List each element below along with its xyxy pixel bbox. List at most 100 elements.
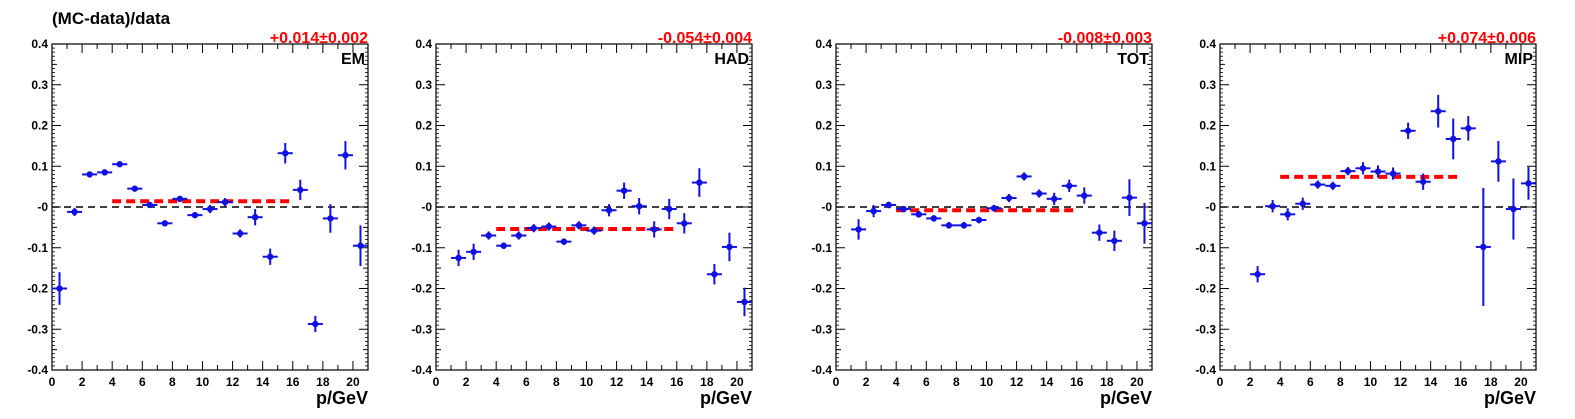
x-tick-label: 20 <box>1130 375 1144 389</box>
data-point <box>1020 173 1028 180</box>
panel-label: HAD <box>714 51 749 68</box>
data-point <box>741 298 748 306</box>
data-point <box>176 195 184 203</box>
x-tick-label: 0 <box>433 375 440 389</box>
y-tick-label: -0.4 <box>411 363 432 377</box>
y-tick-label: -0.3 <box>27 322 48 336</box>
x-tick-label: 0 <box>1217 375 1224 389</box>
x-tick-label: 8 <box>553 375 560 389</box>
data-point <box>1254 271 1261 278</box>
data-point <box>1314 181 1322 188</box>
data-point <box>975 216 983 224</box>
x-tick-label: 8 <box>1337 375 1344 389</box>
data-point <box>1329 182 1337 190</box>
data-point <box>545 223 553 230</box>
data-point <box>945 222 953 229</box>
data-point <box>1465 125 1472 132</box>
x-tick-label: 14 <box>1424 375 1438 389</box>
data-point <box>885 201 892 209</box>
x-tick-label: 0 <box>833 375 840 389</box>
data-point <box>161 220 169 227</box>
x-tick-label: 10 <box>1364 375 1378 389</box>
fit-result-label: +0.014±0.002 <box>270 30 368 47</box>
x-tick-label: 12 <box>1010 375 1024 389</box>
y-tick-label: 0.4 <box>31 37 48 51</box>
x-axis-label: p/GeV <box>316 388 368 408</box>
data-point <box>960 222 968 229</box>
data-point <box>900 205 907 213</box>
panel-em: -0.4 -0.3 -0.2 -0.1 -0 0.1 0.2 0.3 0.4 0 2 4 6 8 10 12 1… <box>27 30 369 408</box>
data-point <box>1480 243 1487 251</box>
data-point <box>855 226 862 233</box>
data-point <box>1419 178 1427 185</box>
data-point <box>696 179 703 186</box>
data-point <box>485 232 492 239</box>
x-tick-label: 6 <box>923 375 930 389</box>
x-tick-label: 2 <box>79 375 86 389</box>
panel-tot: -0.4 -0.3 -0.2 -0.1 -0 0.1 0.2 0.3 0.4 0 2 4 6 8 10 12 1… <box>811 30 1153 408</box>
data-point <box>71 208 78 216</box>
x-tick-label: 14 <box>640 375 654 389</box>
x-tick-label: 10 <box>580 375 594 389</box>
y-tick-label: 0.1 <box>1199 159 1216 173</box>
data-point <box>236 230 244 237</box>
data-point <box>1066 182 1073 190</box>
x-tick-label: 2 <box>1247 375 1254 389</box>
data-point <box>1299 200 1306 207</box>
data-point <box>312 320 319 328</box>
x-tick-label: 12 <box>610 375 624 389</box>
y-tick-label: -0.3 <box>811 322 832 336</box>
data-point <box>146 201 154 209</box>
x-tick-label: 4 <box>493 375 500 389</box>
y-tick-label: -0.1 <box>411 241 432 255</box>
y-tick-label: -0 <box>421 200 432 214</box>
x-tick-label: 4 <box>109 375 116 389</box>
x-tick-label: 2 <box>863 375 870 389</box>
y-tick-label: -0.2 <box>1195 282 1216 296</box>
data-point <box>357 242 364 249</box>
x-tick-label: 18 <box>700 375 714 389</box>
y-tick-label: -0.2 <box>411 282 432 296</box>
y-tick-label: 0.1 <box>815 159 832 173</box>
x-tick-label: 16 <box>670 375 684 389</box>
x-tick-label: 0 <box>49 375 56 389</box>
data-point <box>1284 211 1291 218</box>
panel-had: -0.4 -0.3 -0.2 -0.1 -0 0.1 0.2 0.3 0.4 0 2 4 6 8 10 12 1… <box>411 30 753 408</box>
data-point <box>870 207 877 215</box>
x-tick-label: 14 <box>256 375 270 389</box>
data-point <box>131 185 138 192</box>
data-point <box>342 152 349 159</box>
data-point <box>530 224 538 232</box>
data-point <box>282 150 289 157</box>
data-point <box>575 222 583 229</box>
data-point <box>1344 167 1352 175</box>
panel-mip: -0.4 -0.3 -0.2 -0.1 -0 0.1 0.2 0.3 0.4 0 2 4 6 8 10 12 1… <box>1195 30 1537 408</box>
x-tick-label: 6 <box>139 375 146 389</box>
panel-label: TOT <box>1117 51 1149 68</box>
data-point <box>297 186 304 194</box>
y-tick-label: 0.1 <box>31 159 48 173</box>
data-point <box>1111 237 1118 245</box>
data-point <box>1525 180 1532 187</box>
panel-label: MIP <box>1505 51 1534 68</box>
y-tick-label: -0.1 <box>1195 241 1216 255</box>
y-tick-label: 0.2 <box>815 119 832 133</box>
data-point <box>560 238 568 245</box>
y-tick-label: 0.3 <box>815 78 832 92</box>
data-point <box>266 253 274 260</box>
x-tick-label: 6 <box>523 375 530 389</box>
x-tick-label: 16 <box>1070 375 1084 389</box>
data-point <box>605 207 613 214</box>
data-point <box>327 215 334 222</box>
x-tick-label: 12 <box>226 375 240 389</box>
y-tick-label: 0.2 <box>1199 119 1216 133</box>
y-tick-label: -0.4 <box>1195 363 1216 377</box>
fit-result-label: +0.074±0.006 <box>1438 30 1536 47</box>
x-tick-label: 20 <box>346 375 360 389</box>
x-tick-label: 2 <box>463 375 470 389</box>
data-point <box>470 248 477 256</box>
data-point <box>56 285 63 292</box>
y-tick-label: -0.1 <box>811 241 832 255</box>
x-tick-label: 16 <box>286 375 300 389</box>
data-point <box>1269 202 1276 210</box>
